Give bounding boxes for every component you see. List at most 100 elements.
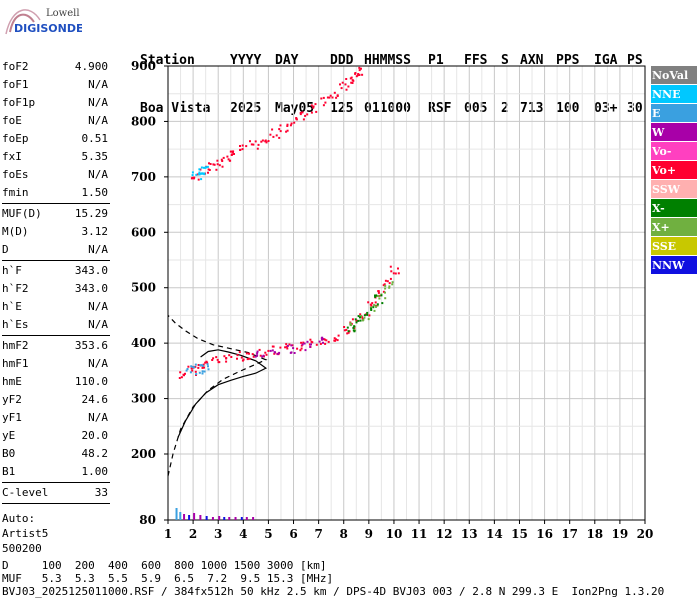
- header-col-4: HHMMSS: [364, 53, 411, 68]
- param-separator: [2, 503, 110, 504]
- data-point: [293, 121, 296, 124]
- data-point: [261, 139, 264, 142]
- param-value: 5.35: [81, 150, 109, 163]
- data-point: [272, 135, 275, 138]
- param-label: foE: [2, 114, 22, 127]
- param-label: foEp: [2, 132, 29, 145]
- header-val-4: 011000: [364, 101, 411, 116]
- data-point: [378, 297, 381, 300]
- data-point: [231, 151, 234, 154]
- data-point: [278, 128, 281, 131]
- x-tick-label: 17: [561, 527, 578, 541]
- bottom-marker: [245, 517, 248, 520]
- data-point: [186, 368, 189, 370]
- data-point: [215, 168, 218, 171]
- param-value: 353.6: [74, 339, 108, 352]
- data-point: [285, 130, 288, 133]
- parameter-panel: foF2 4.900 foF1 N/A foF1p N/A foE N/A foEp 0.51 fx…: [2, 58, 110, 556]
- param-label: yF2: [2, 393, 22, 406]
- param-row: yF2 24.6: [2, 391, 110, 409]
- param-auto-label: Auto:: [2, 512, 36, 525]
- data-point: [355, 319, 358, 322]
- data-point: [221, 160, 224, 162]
- param-row: D N/A: [2, 241, 110, 259]
- data-point: [352, 329, 355, 332]
- data-point: [331, 96, 334, 99]
- x-tick-label: 10: [386, 527, 403, 541]
- header-val-2: May05: [275, 101, 315, 116]
- data-point: [397, 267, 399, 270]
- param-value: 1.00: [81, 465, 109, 478]
- data-point: [373, 309, 376, 312]
- x-tick-label: 8: [340, 527, 348, 541]
- param-auto-system: Artist5: [2, 527, 49, 540]
- data-point: [286, 347, 289, 350]
- data-point: [278, 136, 281, 139]
- data-point: [258, 348, 261, 351]
- data-point: [310, 104, 313, 107]
- data-point: [310, 343, 312, 346]
- data-point: [238, 351, 241, 354]
- data-point: [369, 306, 372, 309]
- data-point: [358, 69, 361, 72]
- data-point: [179, 371, 182, 374]
- data-point: [370, 307, 373, 310]
- data-point: [374, 295, 377, 298]
- data-point: [216, 159, 219, 162]
- x-tick-label: 1: [164, 527, 172, 541]
- x-tick-label: 6: [289, 527, 297, 541]
- x-tick-label: 20: [637, 527, 654, 541]
- data-point: [229, 159, 232, 162]
- data-point: [343, 329, 346, 332]
- param-auto-version: 500200: [2, 542, 42, 555]
- data-point: [256, 147, 259, 150]
- data-point: [190, 177, 193, 180]
- data-point: [322, 96, 325, 99]
- data-point: [245, 352, 248, 355]
- header-val-5: RSF: [428, 101, 452, 116]
- bottom-marker: [252, 517, 255, 520]
- data-point: [292, 347, 295, 350]
- data-point: [264, 351, 267, 354]
- data-point: [223, 355, 226, 358]
- data-point: [333, 337, 336, 340]
- data-point: [381, 302, 384, 305]
- data-point: [191, 171, 194, 174]
- data-point: [273, 351, 276, 354]
- param-value: 110.0: [74, 375, 108, 388]
- data-point: [377, 290, 380, 293]
- data-point: [215, 356, 218, 359]
- data-point: [391, 281, 394, 284]
- param-label: C-level: [2, 486, 49, 499]
- param-row: hmE 110.0: [2, 373, 110, 391]
- data-point: [246, 358, 249, 361]
- data-point: [299, 111, 302, 114]
- data-point: [383, 283, 386, 286]
- param-value: 1.50: [81, 186, 109, 199]
- data-point: [279, 130, 282, 133]
- data-point: [256, 352, 259, 355]
- param-value: 343.0: [74, 264, 108, 277]
- bottom-marker: [234, 517, 237, 520]
- param-value: N/A: [88, 114, 108, 127]
- data-point: [335, 96, 338, 99]
- data-point: [349, 322, 352, 325]
- data-point: [303, 342, 306, 345]
- bottom-marker: [183, 514, 186, 520]
- y-tick-label: 900: [131, 59, 156, 73]
- header-row1: Station YYYY DAY DDD HHMMSS P1 FFS S AXN PPS IGA PS: [140, 53, 643, 69]
- legend-item-vo: Vo-: [651, 142, 697, 161]
- data-point: [279, 124, 282, 127]
- param-value: 3.12: [81, 225, 109, 238]
- data-point: [324, 342, 327, 345]
- param-label: M(D): [2, 225, 29, 238]
- data-point: [300, 341, 303, 344]
- data-point: [366, 313, 369, 316]
- data-point: [256, 350, 259, 353]
- param-label: B1: [2, 465, 16, 478]
- param-label: fxI: [2, 150, 22, 163]
- data-point: [203, 166, 205, 169]
- param-label: hmF2: [2, 339, 29, 352]
- data-point: [376, 303, 379, 306]
- param-value: 0.51: [81, 132, 109, 145]
